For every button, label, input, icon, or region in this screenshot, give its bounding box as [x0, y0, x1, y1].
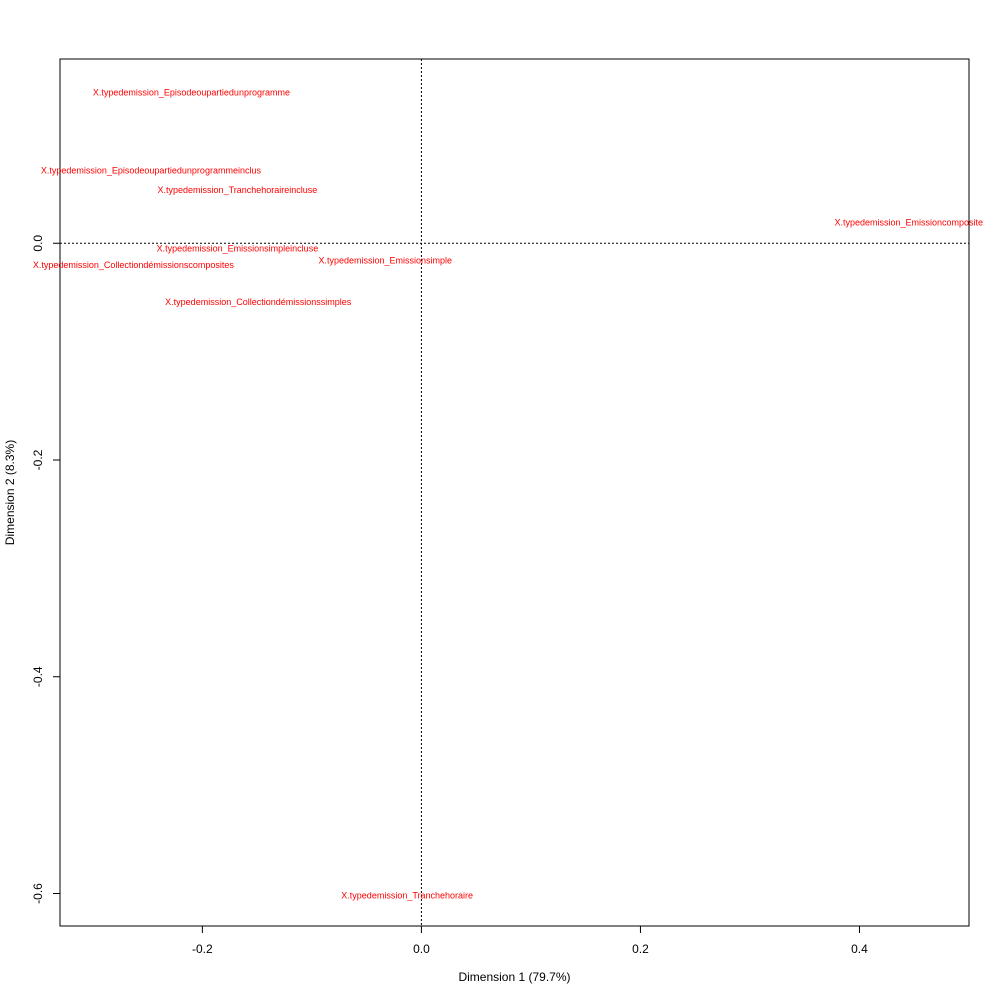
- point-label: X.typedemission_Collectiondémissionscomp…: [33, 260, 235, 270]
- y-tick-label: -0.2: [31, 449, 45, 470]
- x-axis: -0.2 0.0 0.2 0.4: [192, 925, 868, 956]
- point-label: X.typedemission_Emissioncomposite: [834, 218, 983, 228]
- x-tick-label: -0.2: [192, 942, 213, 956]
- x-axis-title: Dimension 1 (79.7%): [458, 970, 570, 984]
- point-label: X.typedemission_Tranchehoraireincluse: [158, 185, 318, 195]
- x-tick-label: 0.0: [413, 942, 430, 956]
- point-label: X.typedemission_Emissionsimpleincluse: [157, 244, 319, 254]
- y-axis: -0.6 -0.4 -0.2 0.0: [31, 235, 61, 904]
- point-label: X.typedemission_Episodeoupartiedunprogra…: [93, 88, 290, 98]
- x-tick-label: 0.2: [632, 942, 649, 956]
- point-label: X.typedemission_Collectiondémissionssimp…: [165, 297, 352, 307]
- y-tick-label: -0.6: [31, 883, 45, 904]
- point-labels: X.typedemission_Episodeoupartiedunprogra…: [33, 88, 983, 901]
- y-tick-label: 0.0: [31, 235, 45, 252]
- x-tick-label: 0.4: [851, 942, 868, 956]
- point-label: X.typedemission_Tranchehoraire: [341, 891, 473, 901]
- y-axis-title: Dimension 2 (8.3%): [3, 440, 17, 545]
- point-label: X.typedemission_Episodeoupartiedunprogra…: [41, 166, 262, 176]
- point-label: X.typedemission_Emissionsimple: [318, 256, 452, 266]
- y-tick-label: -0.4: [31, 666, 45, 687]
